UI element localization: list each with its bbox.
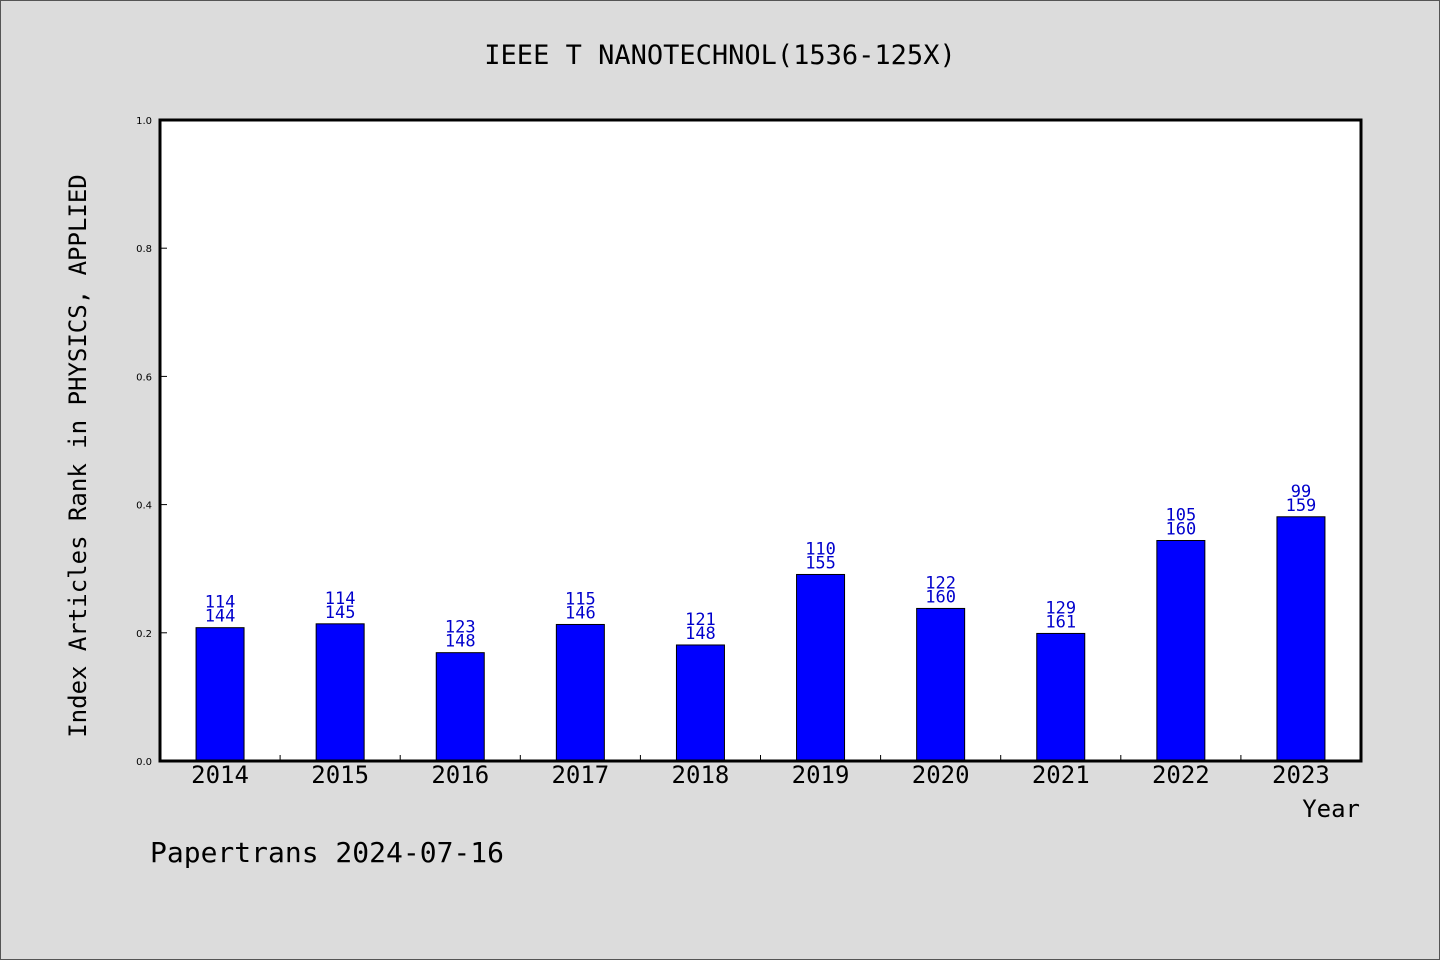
bars-layer — [195, 516, 1326, 762]
bar-label-top-2016: 123 — [445, 618, 476, 638]
x-tick-label-2019: 2019 — [792, 761, 850, 789]
bar-label-bottom-2017: 146 — [565, 603, 596, 623]
bar-label-bottom-2018: 148 — [685, 624, 716, 644]
bar-label-top-2022: 105 — [1165, 505, 1196, 525]
bar-label-bottom-2014: 144 — [205, 607, 236, 627]
y-tick-label-1.0: 1.0 — [136, 116, 152, 127]
x-tick-label-2022: 2022 — [1152, 761, 1210, 789]
bar-label-bottom-2016: 148 — [445, 632, 476, 652]
bar-label-top-2019: 110 — [805, 539, 836, 559]
bar-label-bottom-2021: 161 — [1045, 612, 1076, 632]
y-tick-label-0.2: 0.2 — [136, 629, 152, 640]
bar-2017 — [555, 623, 605, 762]
bar-label-bottom-2023: 159 — [1286, 496, 1317, 516]
bar-label-top-2014: 114 — [205, 593, 236, 613]
bar-label-top-2023: 99 — [1291, 482, 1311, 502]
bar-2022 — [1156, 539, 1206, 762]
y-tick-label-0.4: 0.4 — [136, 501, 152, 512]
bar-label-top-2015: 114 — [325, 589, 356, 609]
bar-2014 — [195, 627, 245, 762]
bar-label-bottom-2020: 160 — [925, 587, 956, 607]
bar-label-top-2021: 129 — [1045, 598, 1076, 618]
bar-2020 — [916, 607, 966, 762]
bar-2021 — [1036, 632, 1086, 762]
bar-label-bottom-2022: 160 — [1165, 519, 1196, 539]
x-axis-ticks: 2014 2015 2016 2017 2018 2019 2020 2021 2022 2023 — [191, 755, 1330, 789]
y-tick-label-0.0: 0.0 — [136, 757, 152, 768]
plot-border — [158, 118, 1363, 763]
bar-label-top-2020: 122 — [925, 573, 956, 593]
x-tick-label-2021: 2021 — [1032, 761, 1090, 789]
x-tick-label-2014: 2014 — [191, 761, 249, 789]
y-tick-label-0.8: 0.8 — [136, 244, 152, 255]
chart-title: IEEE T NANOTECHNOL(1536-125X) — [484, 40, 955, 71]
bar-label-top-2018: 121 — [685, 610, 716, 630]
bar-label-bottom-2015: 145 — [325, 603, 356, 623]
footer-text: Papertrans 2024-07-16 — [150, 836, 504, 869]
bar-2018 — [675, 644, 725, 762]
x-tick-label-2017: 2017 — [551, 761, 609, 789]
y-tick-label-0.6: 0.6 — [136, 372, 152, 383]
x-tick-label-2018: 2018 — [672, 761, 730, 789]
bar-2023 — [1276, 516, 1326, 762]
bar-2019 — [796, 573, 846, 762]
x-axis-label: Year — [1302, 795, 1360, 823]
bar-label-bottom-2019: 155 — [805, 553, 836, 573]
x-tick-label-2023: 2023 — [1272, 761, 1330, 789]
bar-2016 — [435, 652, 485, 762]
bar-label-top-2017: 115 — [565, 589, 596, 609]
x-tick-label-2020: 2020 — [912, 761, 970, 789]
x-tick-label-2016: 2016 — [431, 761, 489, 789]
x-tick-label-2015: 2015 — [311, 761, 369, 789]
y-axis-label: Index Articles Rank in PHYSICS, APPLIED — [64, 174, 92, 738]
bar-2015 — [315, 623, 365, 762]
